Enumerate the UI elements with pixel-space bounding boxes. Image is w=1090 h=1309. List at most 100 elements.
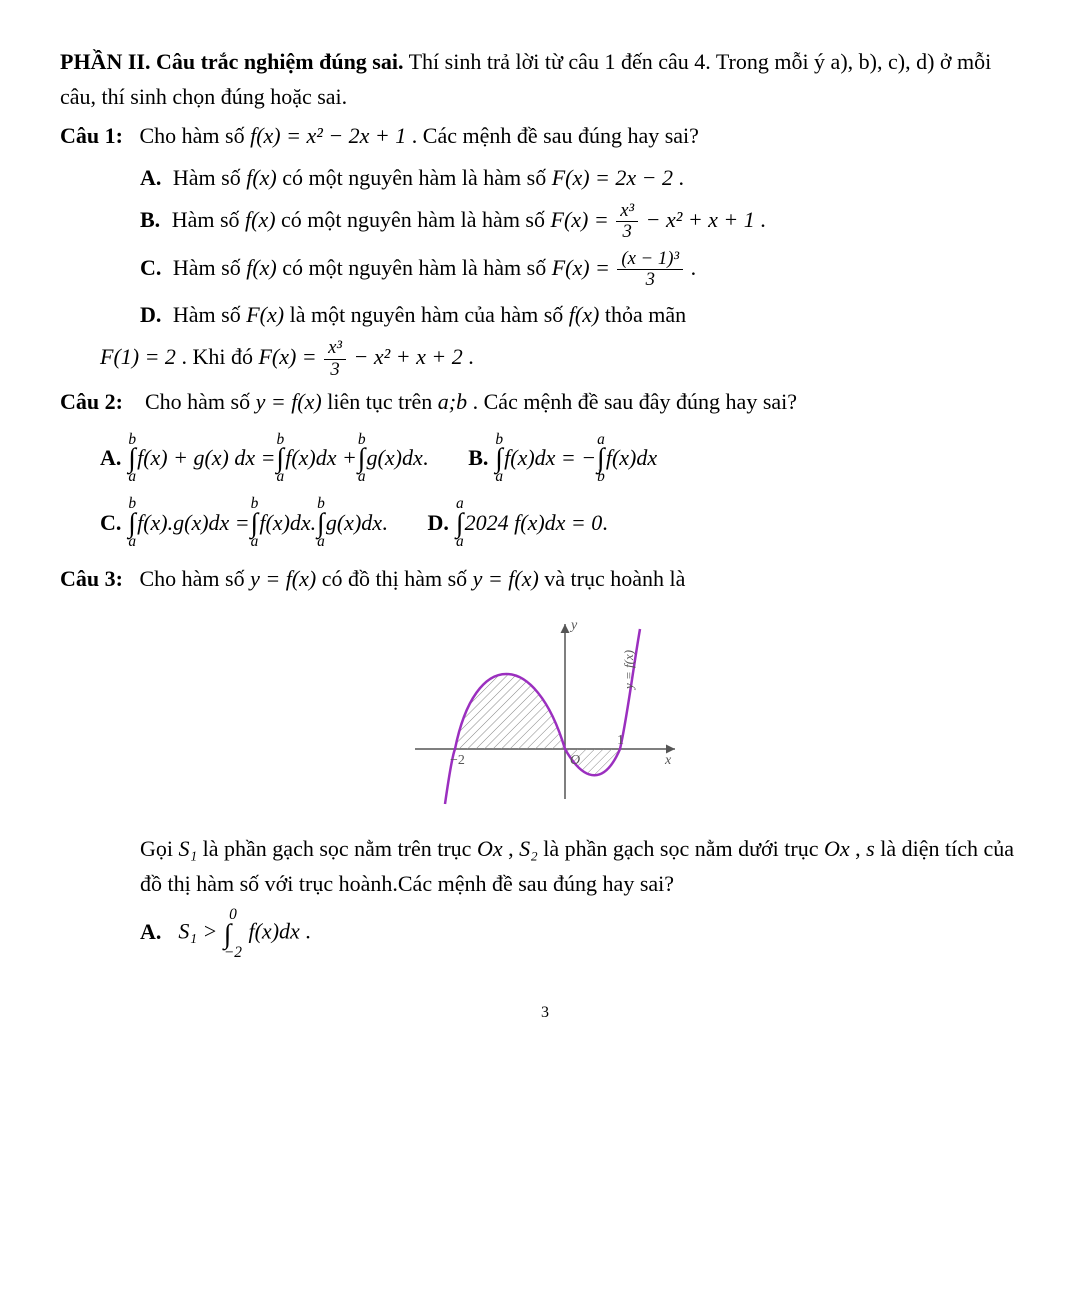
q1-C-frac-num: (x − 1)³ bbox=[617, 249, 683, 271]
q1-D-l2-pre: F(1) = 2 bbox=[100, 344, 176, 369]
q3-stem-post: và trục hoành là bbox=[544, 566, 685, 591]
q1-C-frac: (x − 1)³ 3 bbox=[617, 249, 683, 291]
q2-B-int1: b ∫ a bbox=[495, 432, 503, 485]
q2-C-int1: b ∫ a bbox=[128, 496, 136, 549]
q3-d1-s2: S₂ bbox=[519, 836, 538, 861]
q3-A-post: . bbox=[305, 919, 311, 944]
q2-D-int: a ∫ a bbox=[456, 496, 464, 549]
q1-B-tail: − x² + x + 1 bbox=[646, 207, 755, 232]
q1-D-l1-m1: F(x) bbox=[246, 302, 284, 327]
q1-opt-B: B. Hàm số f(x) có một nguyên hàm là hàm … bbox=[60, 201, 1030, 243]
q1-B-pre: Hàm số bbox=[172, 207, 245, 232]
q3-A-rhs: f(x)dx bbox=[248, 919, 299, 944]
q2-C-r: g(x)dx bbox=[326, 505, 382, 540]
q2-A-int2: b ∫ a bbox=[277, 432, 285, 485]
q1-A-pre: Hàm số bbox=[173, 165, 246, 190]
q2-B-r: f(x)dx bbox=[606, 440, 657, 475]
q3-figure: −2 1 y x O y = f(x) bbox=[60, 609, 1030, 819]
q2-stem-interval: a;b bbox=[438, 389, 467, 414]
q2-C-m: f(x)dx. bbox=[259, 505, 316, 540]
q1-stem-pre: Cho hàm số bbox=[139, 123, 250, 148]
q1-D-l1-m2: là một nguyên hàm của hàm số bbox=[290, 302, 569, 327]
q2-B-int2: a ∫ b bbox=[597, 432, 605, 485]
fig-x-neg2: −2 bbox=[450, 753, 465, 768]
q2-A-label: A. bbox=[100, 440, 121, 475]
q1-D-label: D. bbox=[140, 302, 161, 327]
q2-opt-A: A. b ∫ a f(x) + g(x) dx = b ∫ a f(x)dx +… bbox=[100, 432, 428, 485]
q3-d1-m1: là phần gạch sọc nằm trên trục bbox=[203, 836, 477, 861]
q2-stem-mid: liên tục trên bbox=[327, 389, 438, 414]
q1-C-lhs: F(x) = bbox=[552, 255, 610, 280]
q3-stem-f1: y = f(x) bbox=[250, 566, 316, 591]
q1-C-label: C. bbox=[140, 255, 161, 280]
q1-stem-post: . Các mệnh đề sau đúng hay sai? bbox=[412, 123, 699, 148]
q3-d1-ox2: Ox bbox=[824, 836, 850, 861]
q3-A-int: 0 ∫ −2 bbox=[224, 907, 242, 960]
q2-C-label: C. bbox=[100, 505, 121, 540]
q3-opt-A: A. S₁ > 0 ∫ −2 f(x)dx . bbox=[60, 907, 1030, 960]
q2-B-label: B. bbox=[468, 440, 488, 475]
q2-stem-f: y = f(x) bbox=[256, 389, 322, 414]
q2-options-row2: C. b ∫ a f(x).g(x)dx = b ∫ a f(x)dx. b ∫… bbox=[60, 496, 1030, 549]
q1-A-post: . bbox=[679, 165, 685, 190]
q1-D-post: . bbox=[468, 344, 474, 369]
q1-B-label: B. bbox=[140, 207, 160, 232]
q1-D-frac-den: 3 bbox=[324, 360, 346, 381]
q1-B-frac-den: 3 bbox=[616, 222, 638, 243]
q3-desc: Gọi S₁ là phần gạch sọc nằm trên trục Ox… bbox=[60, 831, 1030, 901]
q2-options-row1: A. b ∫ a f(x) + g(x) dx = b ∫ a f(x)dx +… bbox=[60, 432, 1030, 485]
section-header: PHẦN II. Câu trắc nghiệm đúng sai. bbox=[60, 49, 403, 74]
q3-d1-m4: , bbox=[855, 836, 866, 861]
q3-d1-pre: Gọi bbox=[140, 836, 179, 861]
q1-C-pre: Hàm số bbox=[173, 255, 246, 280]
fig-x-label: x bbox=[664, 753, 672, 768]
q1-C-post: . bbox=[691, 255, 697, 280]
q2-A-int3: b ∫ a bbox=[358, 432, 366, 485]
fig-x-1: 1 bbox=[617, 733, 624, 748]
fig-func-label: y = f(x) bbox=[621, 650, 636, 691]
q2-C-l: f(x).g(x)dx = bbox=[137, 505, 250, 540]
q1-opt-D: D. Hàm số F(x) là một nguyên hàm của hàm… bbox=[60, 297, 1030, 332]
q1-D-l2-tail: − x² + x + 2 bbox=[354, 344, 463, 369]
q2-D-label: D. bbox=[428, 505, 449, 540]
q2-C-int2: b ∫ a bbox=[251, 496, 259, 549]
q3-d1-m2: , bbox=[508, 836, 519, 861]
q1-D-frac-num: x³ bbox=[324, 338, 346, 360]
q1-B-mid1: f(x) bbox=[245, 207, 276, 232]
q3-stem-f2: y = f(x) bbox=[473, 566, 539, 591]
q2-A-int1: b ∫ a bbox=[128, 432, 136, 485]
q1-A-mid2: có một nguyên hàm là hàm số bbox=[282, 165, 551, 190]
q1-D-line2: F(1) = 2 . Khi đó F(x) = x³ 3 − x² + x +… bbox=[60, 338, 1030, 380]
q2-stem-post: . Các mệnh đề sau đây đúng hay sai? bbox=[473, 389, 797, 414]
q1-B-lhs: F(x) = bbox=[551, 207, 609, 232]
q1-stem: Câu 1: Cho hàm số f(x) = x² − 2x + 1 . C… bbox=[60, 118, 1030, 153]
q2-B-l: f(x)dx = − bbox=[504, 440, 596, 475]
q3-stem-pre: Cho hàm số bbox=[139, 566, 250, 591]
q2-C-int3: b ∫ a bbox=[317, 496, 325, 549]
q2-opt-B: B. b ∫ a f(x)dx = − a ∫ b f(x)dx bbox=[468, 432, 657, 485]
q1-stem-func: f(x) = x² − 2x + 1 bbox=[250, 123, 406, 148]
q1-D-l2-lhs: F(x) = bbox=[258, 344, 316, 369]
section-intro: PHẦN II. Câu trắc nghiệm đúng sai. Thí s… bbox=[60, 44, 1030, 114]
q3-d1-s: s bbox=[866, 836, 875, 861]
fig-y-label: y bbox=[569, 618, 578, 633]
q1-opt-A: A. Hàm số f(x) có một nguyên hàm là hàm … bbox=[60, 160, 1030, 195]
q1-A-label: A. bbox=[140, 165, 161, 190]
q3-A-lhs: S₁ > bbox=[178, 919, 217, 944]
q3-d1-ox1: Ox bbox=[477, 836, 503, 861]
q1-C-mid1: f(x) bbox=[246, 255, 277, 280]
fig-origin: O bbox=[570, 753, 580, 768]
q2-C-post: . bbox=[382, 505, 388, 540]
q3-A-label: A. bbox=[140, 919, 161, 944]
q2-stem-pre: Cho hàm số bbox=[145, 389, 256, 414]
q2-D-post: . bbox=[602, 505, 608, 540]
q1-B-frac-num: x³ bbox=[616, 201, 638, 223]
q1-B-frac: x³ 3 bbox=[616, 201, 638, 243]
page-number: 3 bbox=[60, 1000, 1030, 1026]
q1-B-mid2: có một nguyên hàm là hàm số bbox=[281, 207, 550, 232]
q3-stem-mid: có đồ thị hàm số bbox=[322, 566, 473, 591]
q1-D-frac: x³ 3 bbox=[324, 338, 346, 380]
q2-opt-D: D. a ∫ a 2024 f(x)dx = 0 . bbox=[428, 496, 608, 549]
q1-D-l1-m3: f(x) bbox=[569, 302, 600, 327]
q1-opt-C: C. Hàm số f(x) có một nguyên hàm là hàm … bbox=[60, 249, 1030, 291]
